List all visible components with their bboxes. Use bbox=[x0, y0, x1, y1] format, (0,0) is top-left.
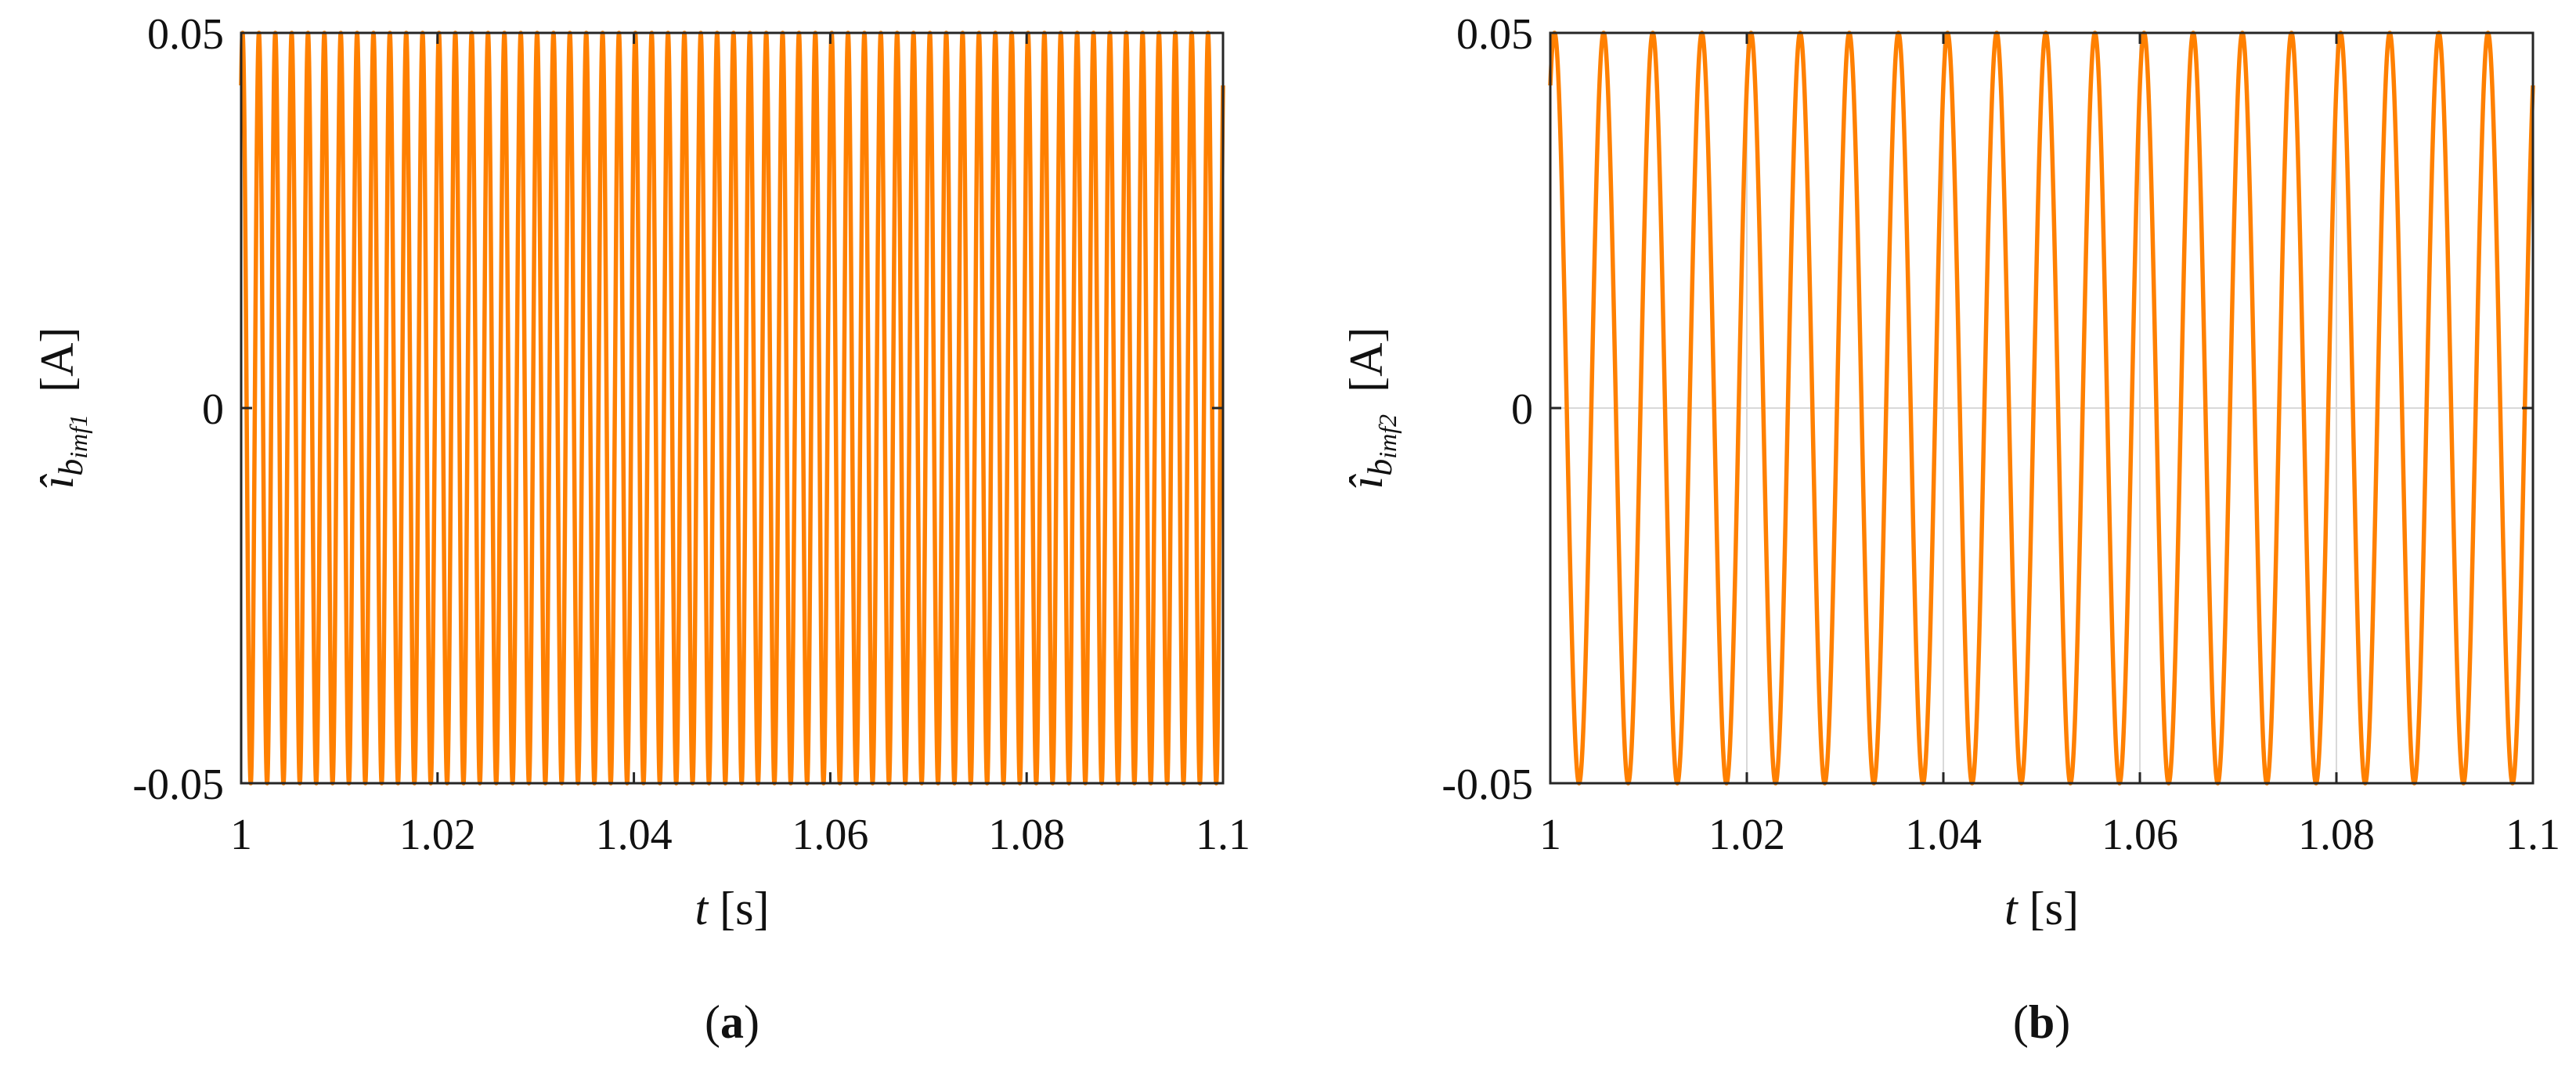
y-tick-label: 0 bbox=[202, 385, 224, 434]
x-tick-label: 1.06 bbox=[792, 811, 868, 859]
x-tick-label: 1.1 bbox=[1196, 811, 1250, 859]
y-tick-label: -0.05 bbox=[132, 760, 224, 809]
x-tick-label: 1.06 bbox=[2102, 811, 2178, 859]
x-axis-label: t [s] bbox=[695, 883, 770, 934]
x-tick-label: 1.02 bbox=[1708, 811, 1785, 859]
x-tick-label: 1.04 bbox=[596, 811, 673, 859]
panel-caption: (a) bbox=[705, 996, 759, 1048]
y-tick-label: 0.05 bbox=[147, 10, 224, 59]
y-tick-label: 0 bbox=[1511, 385, 1533, 434]
x-tick-label: 1.02 bbox=[399, 811, 476, 859]
x-tick-label: 1.1 bbox=[2506, 811, 2560, 859]
x-tick-label: 1 bbox=[230, 811, 252, 859]
y-tick-label: 0.05 bbox=[1456, 10, 1533, 59]
panel-b: -0.05 0 0.05 1 1.02 1.04 1.06 1.08 1.1 t [s] îb… bbox=[1340, 10, 2560, 1048]
x-tick-label: 1.08 bbox=[988, 811, 1065, 859]
panel-a: -0.05 0 0.05 1 1.02 1.04 1.06 1.08 1.1 t [s] îb… bbox=[31, 10, 1250, 1048]
x-tick-label: 1 bbox=[1539, 811, 1561, 859]
series-line bbox=[239, 31, 1225, 786]
y-tick-label: -0.05 bbox=[1441, 760, 1533, 809]
x-tick-label: 1.08 bbox=[2298, 811, 2375, 859]
panel-caption: (b) bbox=[2013, 996, 2070, 1048]
x-tick-label: 1.04 bbox=[1905, 811, 1982, 859]
y-axis-label: îbimf1[A] bbox=[31, 327, 92, 490]
series-line bbox=[1548, 31, 2535, 786]
x-axis-label: t [s] bbox=[2004, 883, 2079, 934]
y-axis-label: îbimf2[A] bbox=[1340, 327, 1402, 490]
